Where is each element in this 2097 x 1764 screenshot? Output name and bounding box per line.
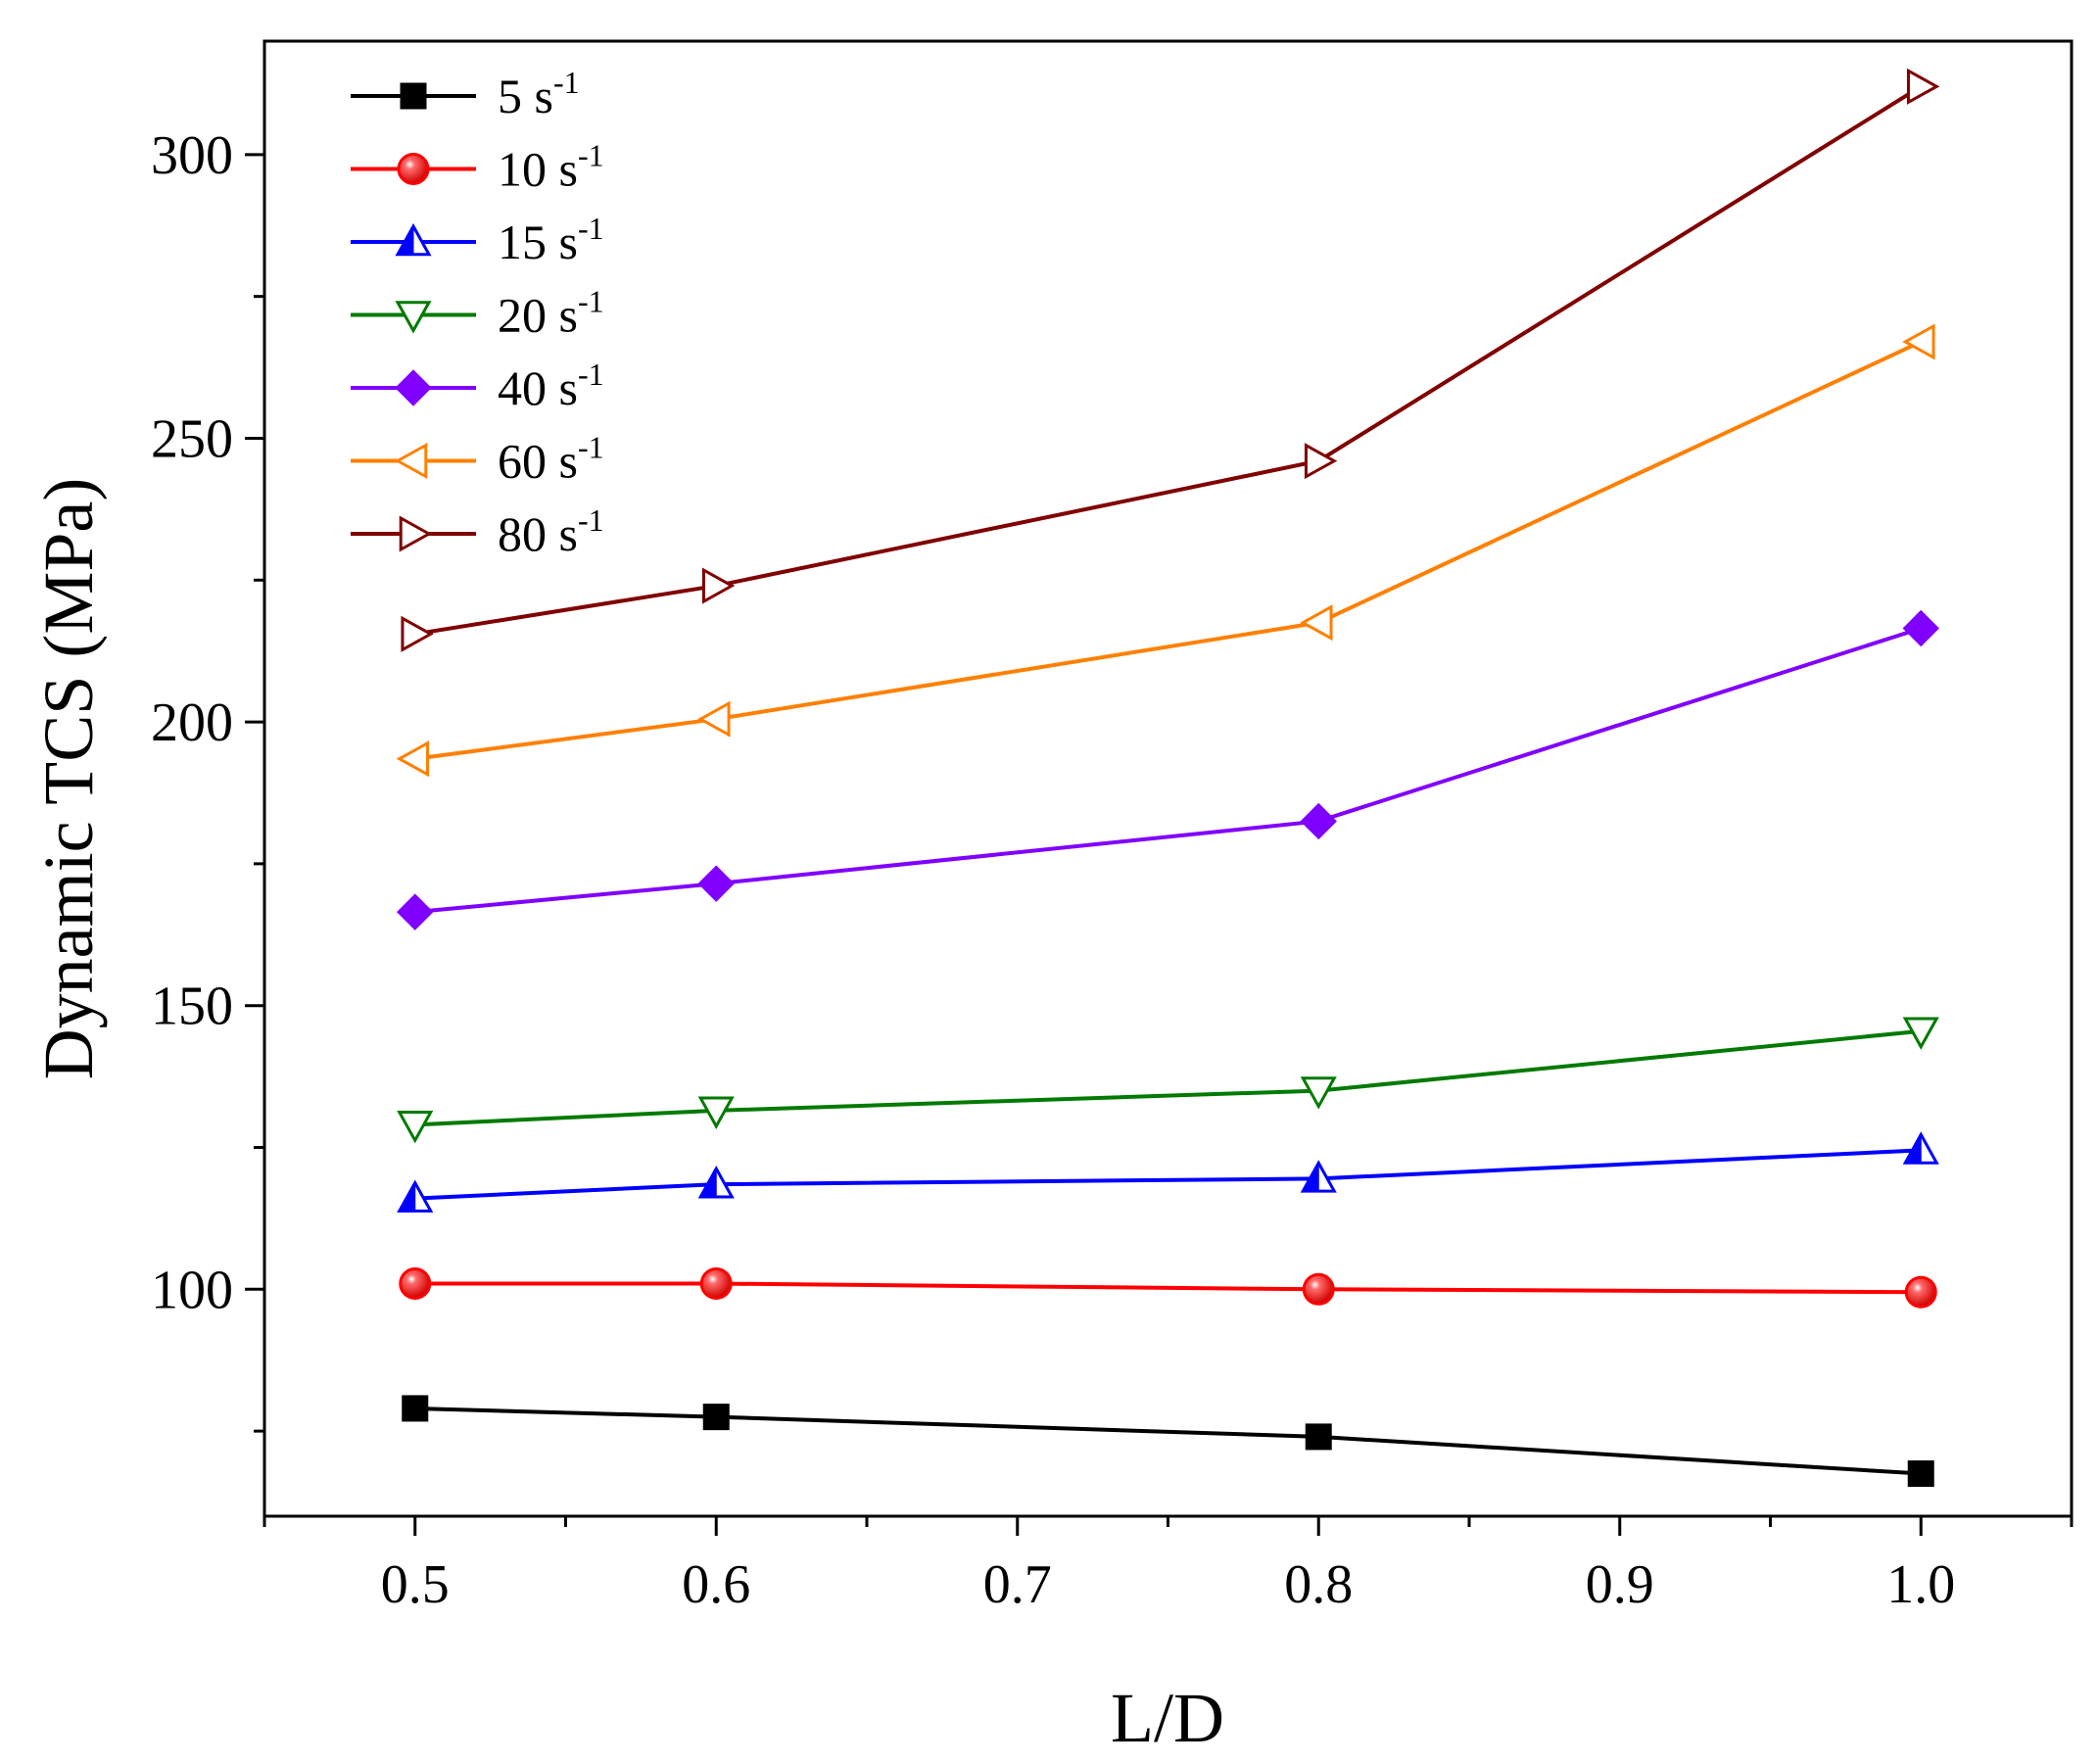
legend-item-10: 10 s-1 <box>351 138 604 197</box>
series-5 <box>402 1395 1934 1488</box>
series-20-point <box>1902 1017 1939 1050</box>
series-20-point <box>697 1096 735 1129</box>
series-80-point <box>1304 443 1338 480</box>
y-tick-label: 300 <box>151 125 233 186</box>
legend-marker <box>399 515 433 552</box>
series-80-point <box>701 567 736 604</box>
x-tick-label: 0.7 <box>983 1554 1052 1615</box>
series-80 <box>401 68 1940 652</box>
x-axis-title: L/D <box>1111 1679 1224 1757</box>
series-10-point <box>399 1267 432 1301</box>
series-60 <box>396 323 1935 778</box>
legend-item-60: 60 s-1 <box>351 430 604 489</box>
series-15-line <box>414 1148 1922 1201</box>
series-15-point-fill <box>699 1167 717 1198</box>
legend: 5 s-1 10 s-1 15 s-1 20 s-1 40 s-1 60 s-1 80 s-… <box>351 65 604 561</box>
series-60-line <box>414 340 1923 761</box>
legend-item-80: 80 s-1 <box>351 502 604 561</box>
series-80-line <box>414 84 1923 637</box>
series-40-point <box>697 865 735 902</box>
series-10-point <box>699 1267 733 1301</box>
series-15-point-fill <box>1302 1161 1319 1192</box>
series-10 <box>399 1267 1937 1309</box>
legend-marker-fill <box>397 224 414 256</box>
series-40 <box>397 609 1939 930</box>
y-tick-label: 100 <box>151 1260 233 1320</box>
series-60-point <box>697 700 731 738</box>
series-10-line <box>414 1281 1922 1295</box>
series-10-point <box>1904 1275 1937 1309</box>
x-tick-label: 1.0 <box>1886 1554 1955 1615</box>
legend-marker <box>395 301 432 334</box>
series-40-point <box>397 893 434 930</box>
x-tick-label: 0.5 <box>381 1554 450 1615</box>
legend-item-15: 15 s-1 <box>351 211 604 269</box>
series-5-point <box>402 1395 429 1422</box>
series-60-point <box>1300 604 1333 642</box>
series-60-point <box>396 740 430 778</box>
legend-label: 10 s-1 <box>498 138 604 197</box>
series-15-point-fill <box>398 1180 416 1212</box>
series-20-point <box>397 1111 434 1144</box>
series-15-point-fill <box>1904 1132 1922 1164</box>
series-40-line <box>414 626 1922 915</box>
series-60-point <box>1902 323 1935 360</box>
y-tick-label: 150 <box>151 977 233 1037</box>
legend-label: 80 s-1 <box>498 502 604 561</box>
y-tick-label: 250 <box>151 408 233 469</box>
y-tick-label: 200 <box>151 692 233 753</box>
legend-label: 5 s-1 <box>498 65 580 123</box>
legend-marker <box>395 369 432 406</box>
series-80-point <box>1906 68 1940 105</box>
legend-label: 60 s-1 <box>498 430 604 489</box>
legend-item-5: 5 s-1 <box>351 65 580 123</box>
series-15 <box>397 1131 1939 1213</box>
series-layer <box>396 68 1940 1488</box>
series-5-point <box>1305 1423 1332 1451</box>
x-axis-ticks: 0.5 0.6 0.7 0.8 0.9 1.0 <box>262 1516 2073 1615</box>
x-tick-label: 0.6 <box>682 1554 750 1615</box>
x-tick-label: 0.9 <box>1586 1554 1654 1615</box>
series-5-line <box>414 1406 1922 1476</box>
legend-marker <box>397 153 430 185</box>
series-10-point <box>1302 1272 1335 1306</box>
legend-item-40: 40 s-1 <box>351 357 604 415</box>
legend-marker <box>394 442 428 480</box>
legend-label: 40 s-1 <box>498 357 604 415</box>
legend-marker <box>400 82 427 110</box>
series-80-point <box>401 615 434 652</box>
legend-item-20: 20 s-1 <box>351 284 604 343</box>
series-5-point <box>1907 1460 1934 1488</box>
series-40-point <box>1300 802 1337 840</box>
y-axis-title: Dynamic TCS (MPa) <box>29 478 108 1080</box>
y-axis-ticks: 100 150 200 250 300 <box>151 125 264 1433</box>
x-tick-label: 0.8 <box>1284 1554 1353 1615</box>
legend-label: 20 s-1 <box>498 284 604 343</box>
series-20-line <box>414 1028 1922 1127</box>
series-20 <box>397 1017 1939 1144</box>
legend-label: 15 s-1 <box>498 211 604 269</box>
series-40-point <box>1902 609 1939 647</box>
series-5-point <box>702 1404 730 1431</box>
series-20-point <box>1300 1076 1337 1110</box>
